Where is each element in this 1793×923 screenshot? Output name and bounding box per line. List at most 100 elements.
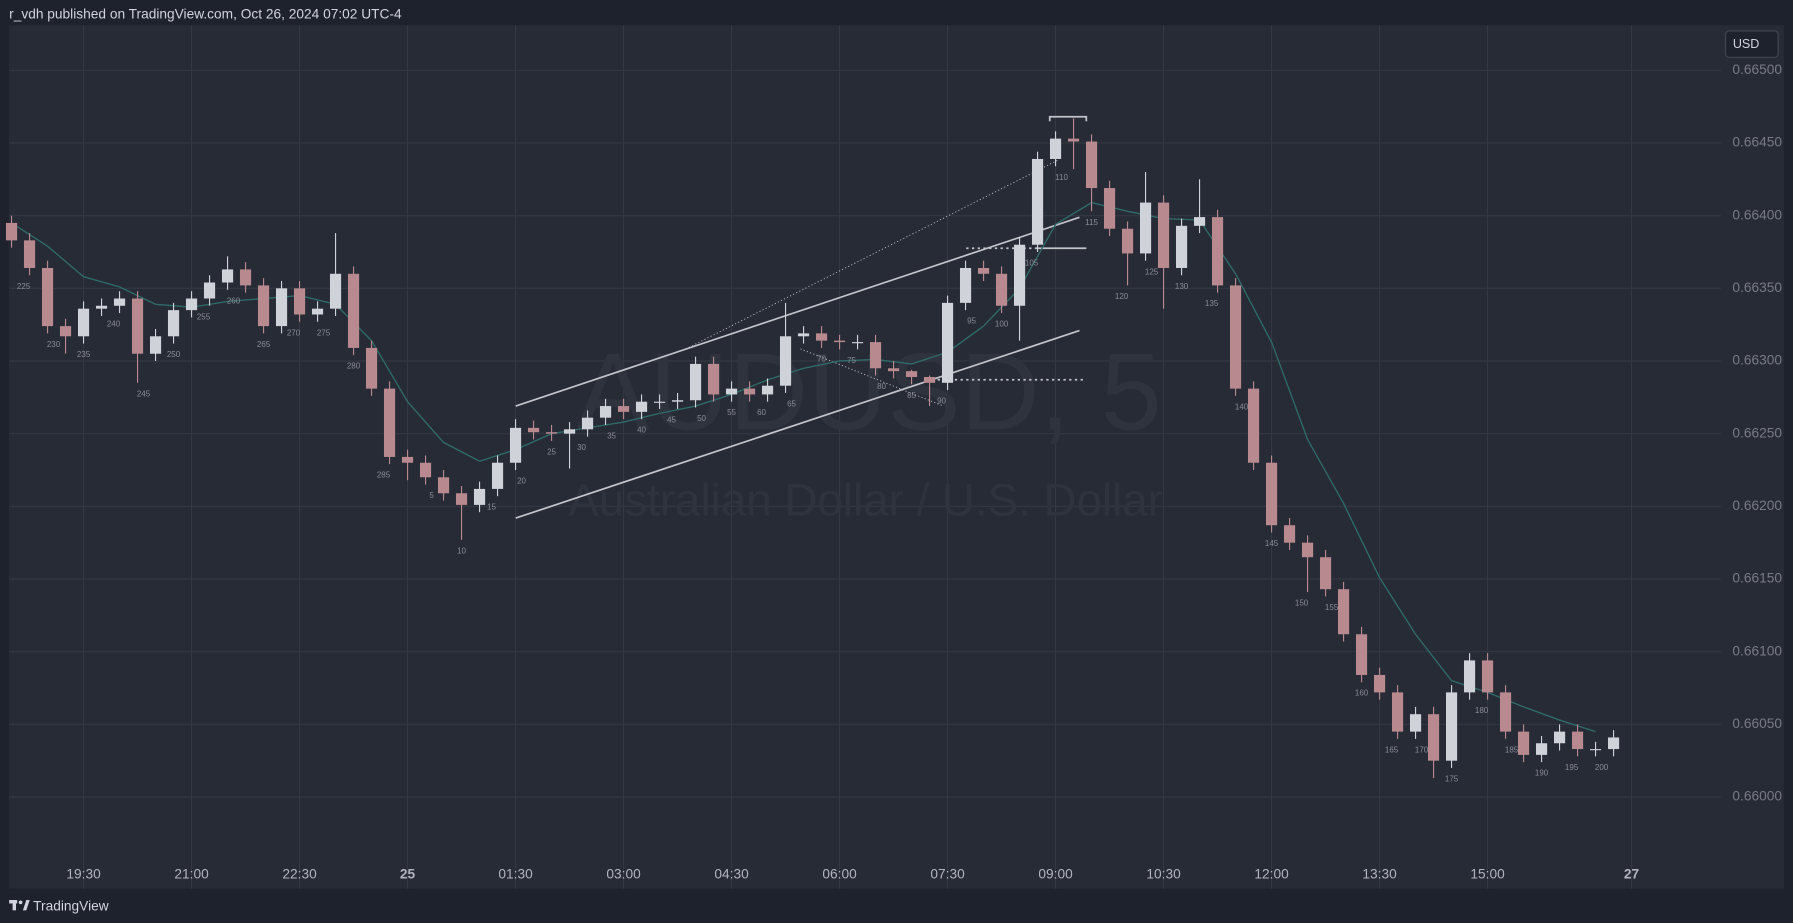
candle-body	[1247, 388, 1260, 463]
candle-body	[1571, 731, 1584, 750]
bar-number: 40	[637, 426, 646, 435]
bar-number: 150	[1295, 599, 1309, 608]
bar-number: 25	[547, 447, 556, 456]
candle-body	[203, 282, 216, 299]
x-tick-label: 27	[1624, 866, 1640, 881]
candle-body	[1355, 634, 1368, 675]
x-tick-label: 03:00	[606, 866, 641, 881]
y-tick-label: 0.66200	[1732, 498, 1782, 513]
bar-number: 85	[907, 391, 916, 400]
bar-number: 235	[77, 350, 91, 359]
candle-body	[365, 347, 378, 389]
bar-number: 190	[1535, 769, 1549, 778]
candle-body	[329, 273, 342, 309]
x-tick-label: 10:30	[1146, 866, 1181, 881]
candle-body	[1121, 228, 1134, 254]
watermark-description: Australian Dollar / U.S. Dollar	[568, 474, 1163, 525]
bar-number: 20	[517, 477, 526, 486]
watermark-symbol: AUDUSD, 5	[576, 331, 1162, 453]
y-tick-label: 0.66450	[1732, 135, 1782, 150]
bar-number: 45	[667, 416, 676, 425]
bar-number: 260	[227, 296, 241, 305]
candle-body	[275, 288, 288, 327]
bar-number: 100	[995, 320, 1009, 329]
y-tick-label: 0.66250	[1732, 425, 1782, 440]
x-tick-label: 19:30	[66, 866, 101, 881]
candle-body	[545, 432, 558, 434]
bar-number: 35	[607, 431, 616, 440]
candle-body	[311, 308, 324, 315]
candle-body	[455, 493, 468, 505]
x-tick-label: 15:00	[1470, 866, 1505, 881]
candle-body	[869, 342, 882, 369]
bar-number: 245	[137, 389, 151, 398]
candle-body	[1211, 217, 1224, 286]
candle-body	[1499, 692, 1512, 732]
candle-body	[5, 222, 18, 241]
bar-number: 275	[317, 328, 331, 337]
candle-body	[131, 298, 144, 354]
bar-number: 170	[1415, 745, 1429, 754]
bar-number: 90	[937, 397, 946, 406]
candle-body	[689, 363, 702, 401]
bar-number: 230	[47, 340, 61, 349]
x-tick-label: 13:30	[1362, 866, 1397, 881]
candle-body	[1067, 138, 1080, 142]
bar-number: 60	[757, 408, 766, 417]
candle-body	[1103, 188, 1116, 229]
y-tick-label: 0.66100	[1732, 643, 1782, 658]
logo-part	[22, 900, 30, 911]
bar-number: 5	[429, 491, 434, 500]
y-tick-label: 0.66150	[1732, 571, 1782, 586]
candle-body	[725, 388, 738, 395]
candle-body	[671, 400, 684, 402]
candle-body	[707, 363, 720, 395]
candle-body	[419, 462, 432, 478]
currency-label[interactable]: USD	[1733, 37, 1760, 51]
candle-body	[293, 288, 306, 315]
candle-body	[1463, 660, 1476, 693]
bar-number: 175	[1445, 775, 1459, 784]
candle-body	[815, 333, 828, 341]
bar-number: 70	[817, 354, 826, 363]
drawings	[515, 115, 1088, 519]
bar-number: 155	[1325, 603, 1339, 612]
candle-body	[221, 269, 234, 283]
candle-body	[1157, 202, 1170, 268]
brand-logo	[9, 900, 30, 911]
candle-body	[1283, 525, 1296, 543]
candle-body	[167, 310, 180, 337]
bar-number: 200	[1595, 763, 1609, 772]
candle-body	[1175, 225, 1188, 268]
candle-body	[1589, 749, 1602, 751]
dotted-trend	[685, 159, 1058, 350]
bar-number: 240	[107, 320, 121, 329]
candle-body	[95, 305, 108, 309]
candle-body	[401, 456, 414, 463]
candle-body	[761, 385, 774, 395]
x-tick-label: 01:30	[498, 866, 533, 881]
bar-number: 165	[1385, 745, 1399, 754]
x-tick-label: 09:00	[1038, 866, 1073, 881]
candle-body	[509, 427, 522, 463]
y-tick-label: 0.66400	[1732, 207, 1782, 222]
moving-average	[11, 201, 1596, 733]
candle-body	[23, 240, 36, 268]
candle-body	[77, 308, 90, 337]
bar-number: 280	[347, 362, 361, 371]
candle-body	[1481, 660, 1494, 693]
x-tick-label: 21:00	[174, 866, 209, 881]
publish-header: r_vdh published on TradingView.com, Oct …	[9, 7, 402, 22]
candle-body	[527, 427, 540, 433]
candle-body	[1031, 158, 1044, 245]
candle-body	[1301, 542, 1314, 558]
candle-body	[779, 336, 792, 386]
bar-number: 285	[377, 471, 391, 480]
candle-body	[1265, 462, 1278, 526]
candle-body	[995, 273, 1008, 306]
candle-body	[1445, 692, 1458, 761]
currency-button[interactable]	[1724, 30, 1779, 58]
candle-body	[347, 273, 360, 348]
